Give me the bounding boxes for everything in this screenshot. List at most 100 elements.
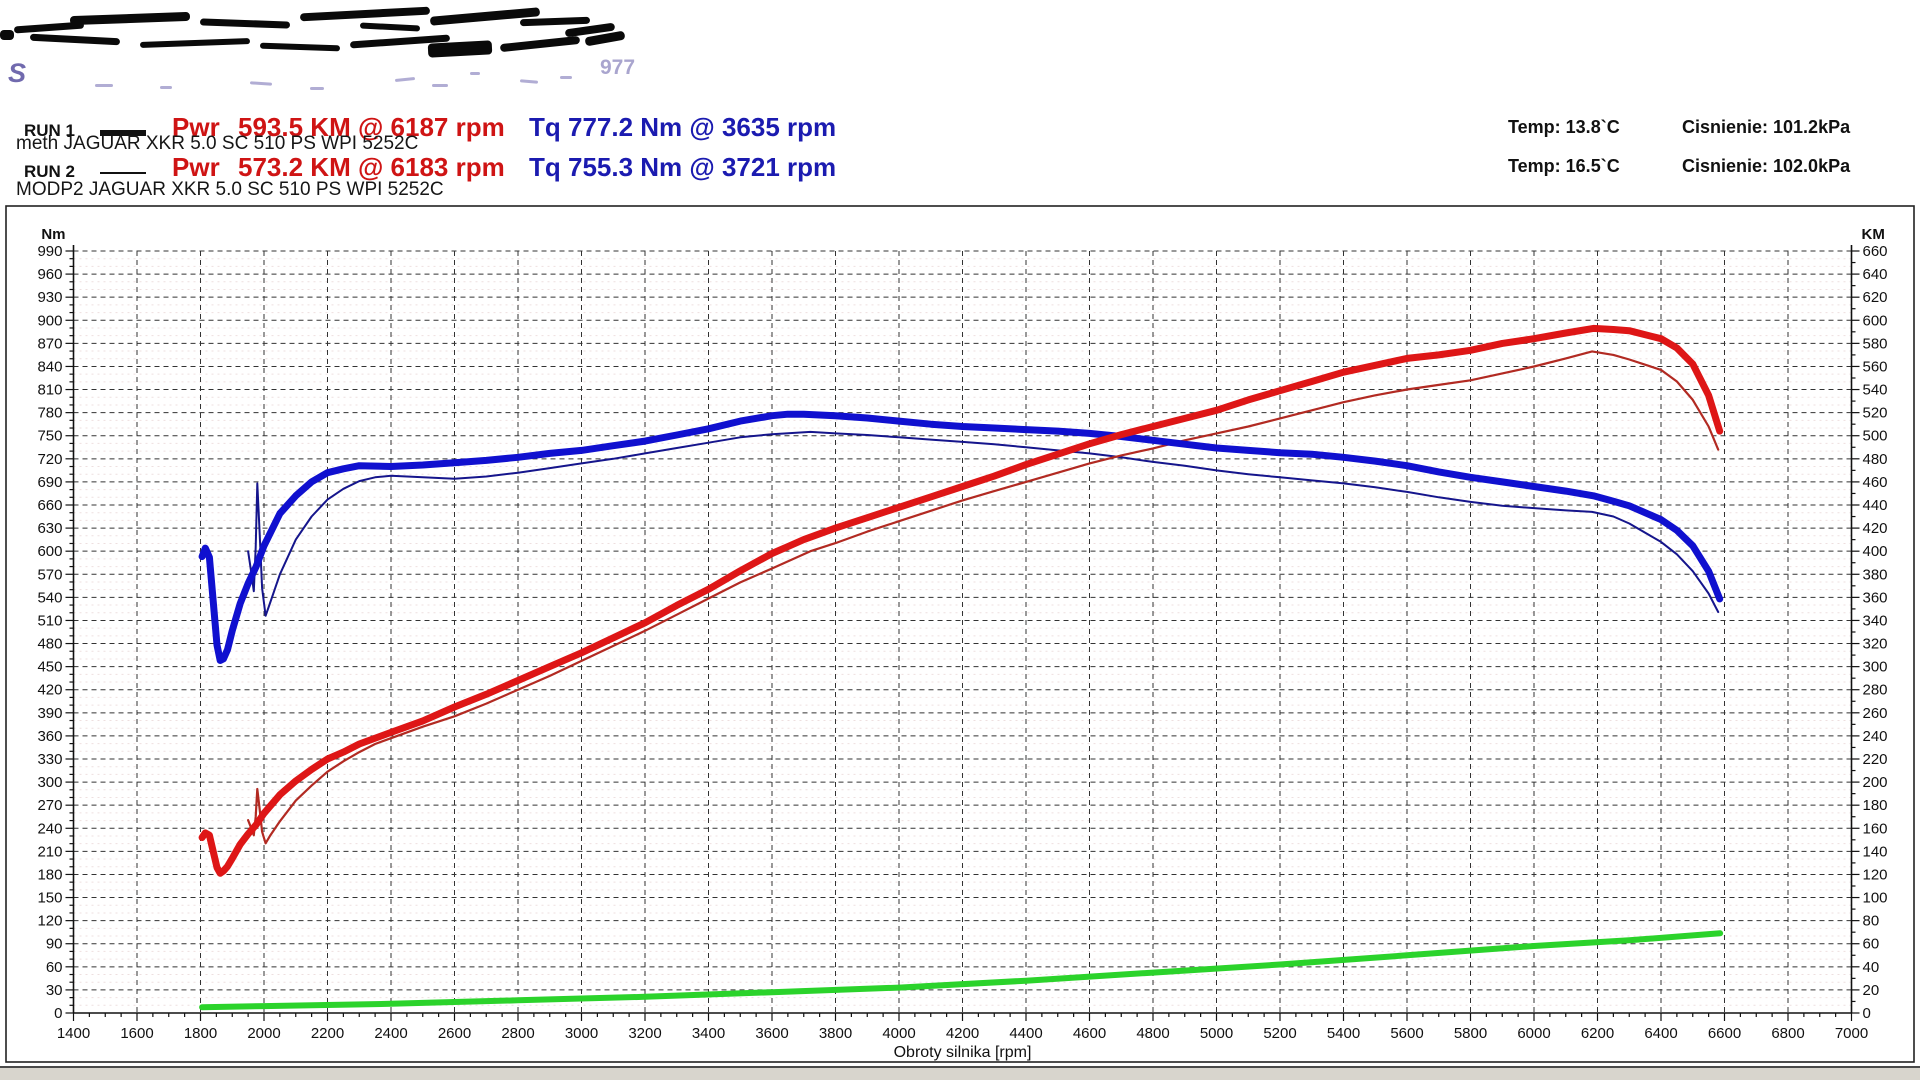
svg-text:720: 720 <box>37 451 62 468</box>
run2-label: RUN 2 <box>24 162 76 181</box>
power-run1-line <box>198 324 1724 877</box>
svg-text:4200: 4200 <box>946 1025 979 1042</box>
svg-text:930: 930 <box>37 289 62 306</box>
svg-text:600: 600 <box>1863 312 1888 329</box>
svg-text:520: 520 <box>1863 405 1888 422</box>
erased-purple-line: S 977 <box>0 52 680 98</box>
axis-tick-labels: 0 30 60 90 120 150 180 210 240 270 300 330 360 390 420… <box>37 226 1887 1061</box>
svg-text:660: 660 <box>1863 243 1888 260</box>
right-axis-label: KM <box>1862 226 1885 243</box>
svg-text:420: 420 <box>37 682 62 699</box>
svg-text:780: 780 <box>37 405 62 422</box>
svg-text:60: 60 <box>1863 936 1880 953</box>
svg-text:340: 340 <box>1863 612 1888 629</box>
svg-text:640: 640 <box>1863 266 1888 283</box>
svg-text:2800: 2800 <box>501 1025 534 1042</box>
svg-text:180: 180 <box>37 866 62 883</box>
svg-text:0: 0 <box>54 1005 62 1022</box>
svg-text:420: 420 <box>1863 520 1888 537</box>
svg-text:220: 220 <box>1863 751 1888 768</box>
svg-text:40: 40 <box>1863 959 1880 976</box>
svg-text:900: 900 <box>37 312 62 329</box>
svg-text:460: 460 <box>1863 474 1888 491</box>
svg-text:1400: 1400 <box>57 1025 90 1042</box>
svg-text:690: 690 <box>37 474 62 491</box>
svg-text:380: 380 <box>1863 566 1888 583</box>
svg-text:6400: 6400 <box>1644 1025 1677 1042</box>
svg-text:5600: 5600 <box>1390 1025 1423 1042</box>
svg-text:1600: 1600 <box>120 1025 153 1042</box>
run2-pressure: Cisnienie: 102.0kPa <box>1682 156 1851 176</box>
redacted-scribble <box>0 0 660 100</box>
axis-ticks <box>65 250 1860 1021</box>
run1-pressure: Cisnienie: 101.2kPa <box>1682 117 1851 137</box>
svg-text:20: 20 <box>1863 982 1880 999</box>
svg-text:870: 870 <box>37 335 62 352</box>
svg-text:4000: 4000 <box>882 1025 915 1042</box>
svg-text:4600: 4600 <box>1073 1025 1106 1042</box>
svg-text:330: 330 <box>37 751 62 768</box>
svg-text:400: 400 <box>1863 543 1888 560</box>
svg-text:500: 500 <box>1863 428 1888 445</box>
svg-text:480: 480 <box>37 636 62 653</box>
svg-text:150: 150 <box>37 890 62 907</box>
svg-text:5000: 5000 <box>1200 1025 1233 1042</box>
svg-text:570: 570 <box>37 566 62 583</box>
svg-text:280: 280 <box>1863 682 1888 699</box>
svg-text:5400: 5400 <box>1327 1025 1360 1042</box>
svg-text:480: 480 <box>1863 451 1888 468</box>
run2-line-swatch <box>100 172 146 174</box>
run1-line-swatch <box>100 130 146 136</box>
speed-green-line <box>199 930 1724 1011</box>
svg-text:2400: 2400 <box>374 1025 407 1042</box>
svg-text:620: 620 <box>1863 289 1888 306</box>
run1-torque-value: Tq 777.2 Nm @ 3635 rpm <box>529 112 837 142</box>
svg-text:6600: 6600 <box>1708 1025 1741 1042</box>
run1-power-value: 593.5 KM @ 6187 rpm <box>238 112 505 142</box>
svg-text:810: 810 <box>37 382 62 399</box>
svg-text:180: 180 <box>1863 797 1888 814</box>
svg-text:1800: 1800 <box>184 1025 217 1042</box>
purple-fragment-digits: 977 <box>600 56 636 79</box>
svg-text:510: 510 <box>37 612 62 629</box>
svg-text:4800: 4800 <box>1136 1025 1169 1042</box>
svg-text:3400: 3400 <box>692 1025 725 1042</box>
left-axis-label: Nm <box>41 226 65 243</box>
purple-fragment-s: S <box>8 58 27 88</box>
torque-run1-line <box>198 410 1724 664</box>
svg-text:990: 990 <box>37 243 62 260</box>
run2-temp: Temp: 16.5`C <box>1508 156 1620 176</box>
svg-text:320: 320 <box>1863 636 1888 653</box>
svg-text:270: 270 <box>37 797 62 814</box>
svg-text:390: 390 <box>37 705 62 722</box>
svg-text:30: 30 <box>46 982 63 999</box>
major-gridlines <box>73 250 1852 1013</box>
svg-text:240: 240 <box>37 820 62 837</box>
svg-text:450: 450 <box>37 659 62 676</box>
series-lines <box>198 324 1724 1011</box>
svg-text:3200: 3200 <box>628 1025 661 1042</box>
x-axis-title: Obroty silnika [rpm] <box>894 1044 1032 1061</box>
power-run2-line <box>247 350 1720 845</box>
svg-text:6000: 6000 <box>1517 1025 1550 1042</box>
run1-description: meth JAGUAR XKR 5.0 SC 510 PS WPI 5252C <box>16 133 419 154</box>
run2-pwr-label: Pwr <box>172 152 220 182</box>
run1-label: RUN 1 <box>24 121 76 140</box>
svg-text:210: 210 <box>37 843 62 860</box>
svg-text:750: 750 <box>37 428 62 445</box>
run2-power-value: 573.2 KM @ 6183 rpm <box>238 152 505 182</box>
svg-text:540: 540 <box>1863 382 1888 399</box>
svg-text:90: 90 <box>46 936 63 953</box>
svg-text:6800: 6800 <box>1771 1025 1804 1042</box>
svg-text:240: 240 <box>1863 728 1888 745</box>
svg-text:6200: 6200 <box>1581 1025 1614 1042</box>
svg-text:580: 580 <box>1863 335 1888 352</box>
svg-text:360: 360 <box>1863 589 1888 606</box>
run1-temp: Temp: 13.8`C <box>1508 117 1620 137</box>
run1-pwr-label: Pwr <box>172 112 220 142</box>
svg-text:600: 600 <box>37 543 62 560</box>
torque-run2-line <box>247 430 1720 617</box>
svg-text:660: 660 <box>37 497 62 514</box>
svg-text:540: 540 <box>37 589 62 606</box>
